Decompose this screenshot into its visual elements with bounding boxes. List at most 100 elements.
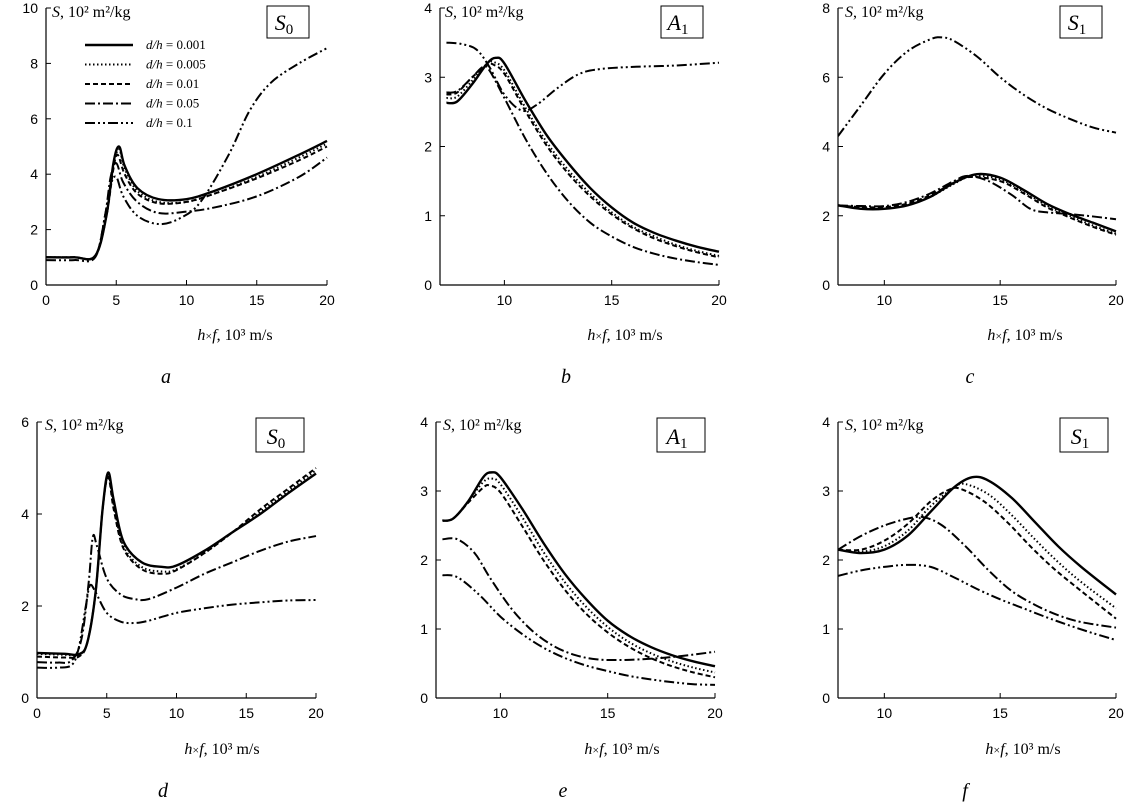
series-line-solid [446,56,720,253]
mode-label-box [255,417,305,453]
y-tick-label: 8 [822,0,830,16]
y-tick-label: 0 [21,690,29,706]
series-line-dashdotdot [838,36,1117,137]
series-line-dotted [37,469,317,657]
y-tick-label: 4 [424,0,432,16]
y-axis-label: S, 10² m²/kg [52,4,130,21]
y-axis-label: S, 10² m²/kg [845,4,923,21]
mode-label: A1 [665,424,688,452]
series-line-dashed [446,62,720,259]
x-tick-label: 10 [877,292,893,308]
x-tick-label: 10 [497,292,513,308]
mode-label: S0 [275,10,294,38]
series-line-dashdotdot [46,47,328,263]
series-line-dashdot [46,156,328,261]
mode-label-box [660,5,704,39]
series-line-dotted [838,174,1117,235]
series-line-solid [442,471,716,668]
y-tick-label: 2 [21,598,29,614]
y-tick-label: 3 [822,483,830,499]
panel-b: 0 1 2 3 4 10 15 20 S, 10² m²/kg h×f, 10³ m/s A1 b [424,0,727,388]
y-tick-label: 1 [420,621,428,637]
y-tick-label: 2 [822,208,830,224]
y-tick-label: 2 [30,222,38,238]
y-axis-label: S, 10² m²/kg [45,417,123,434]
x-tick-label: 15 [600,705,616,721]
y-tick-label: 6 [21,414,29,430]
series-line-dotted [446,60,720,257]
subfigure-label: d [158,780,169,802]
legend-label: d/h = 0.05 [146,96,199,111]
series-line-dotted [442,477,716,674]
panel-f: 0 1 2 3 4 10 15 20 S, 10² m²/kg h×f, 10³ m/s S1 f [822,414,1124,802]
y-tick-label: 1 [822,621,830,637]
series-line-dashdotdot [442,574,716,686]
series-line-dashed [37,467,317,659]
y-axis-label: S, 10² m²/kg [443,417,521,434]
x-tick-label: 5 [112,292,120,308]
x-tick-label: 15 [238,705,254,721]
x-tick-label: 15 [604,292,620,308]
mode-label: S1 [1071,424,1090,452]
series-line-dashdotdot [37,583,317,669]
x-tick-label: 20 [707,705,723,721]
panel-c: 0 2 4 6 8 10 15 20 S, 10² m²/kg h×f, 10³ m/s S1 c [822,0,1124,388]
series-line-dashdotdot [446,41,720,112]
series-line-dashdotdot [838,563,1117,641]
subfigure-label: f [962,780,970,802]
mode-label: S1 [1068,10,1087,38]
y-tick-label: 3 [424,69,432,85]
y-axis-label: S, 10² m²/kg [845,417,923,434]
x-tick-label: 15 [249,292,265,308]
panel-d: 0 2 4 6 0 5 10 15 20 S, 10² m²/kg h×f, 10³ m/s S0 d [21,414,324,802]
x-tick-label: 20 [1108,292,1124,308]
series-line-dashed [838,175,1117,236]
series-line-solid [46,139,328,261]
x-tick-label: 10 [169,705,185,721]
subfigure-label: a [161,366,171,388]
x-tick-label: 15 [992,705,1008,721]
x-tick-label: 20 [308,705,324,721]
x-axis-label: h×f, 10³ m/s [987,327,1062,344]
y-tick-label: 4 [420,414,428,430]
mode-label-box [656,417,706,453]
y-tick-label: 2 [822,552,830,568]
y-tick-label: 0 [822,277,830,293]
series-line-dashdot [442,537,716,662]
x-tick-label: 20 [711,292,727,308]
legend-label: d/h = 0.001 [146,37,206,52]
y-tick-label: 4 [21,506,29,522]
x-tick-label: 5 [103,705,111,721]
subfigure-label: b [561,366,571,388]
subfigure-label: c [966,366,975,388]
x-axis-label: h×f, 10³ m/s [587,327,662,344]
x-tick-label: 0 [33,705,41,721]
subfigure-label: e [559,780,568,802]
legend: d/h = 0.001 d/h = 0.005 d/h = 0.01 d/h = 0.… [85,37,206,130]
y-tick-label: 2 [420,552,428,568]
y-tick-label: 4 [30,166,38,182]
y-tick-label: 4 [822,414,830,430]
series-line-solid [838,172,1117,233]
y-tick-label: 4 [822,139,830,155]
panel-e: 0 1 2 3 4 10 15 20 S, 10² m²/kg h×f, 10³ m/s A1 e [420,414,723,802]
y-tick-label: 0 [30,277,38,293]
series-line-dashdot [446,65,720,266]
y-tick-label: 6 [822,69,830,85]
y-tick-label: 3 [420,483,428,499]
x-tick-label: 0 [42,292,50,308]
mode-label: S0 [267,424,286,452]
y-tick-label: 6 [30,111,38,127]
y-tick-label: 0 [420,690,428,706]
y-axis-label: S, 10² m²/kg [445,4,523,21]
mode-label: A1 [666,10,689,38]
y-tick-label: 1 [424,208,432,224]
x-axis-label: h×f, 10³ m/s [197,327,272,344]
y-tick-label: 0 [424,277,432,293]
mode-label-box [266,5,310,39]
series-line-dashdot [838,515,1117,629]
series-line-dashdot [37,533,317,664]
y-tick-label: 10 [22,0,38,16]
series-line-dashed [442,484,716,679]
